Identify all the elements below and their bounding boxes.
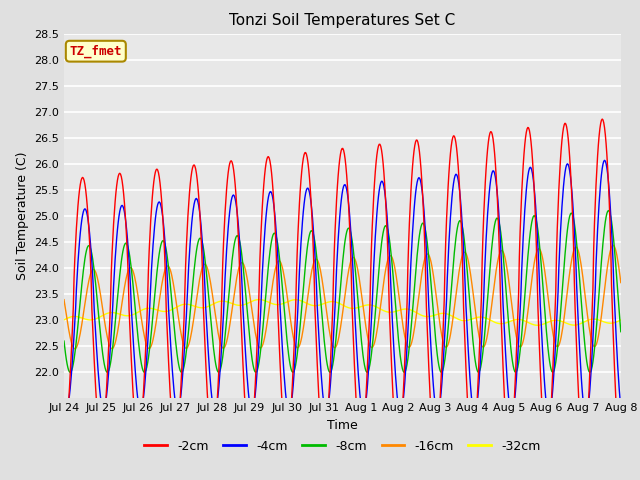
Title: Tonzi Soil Temperatures Set C: Tonzi Soil Temperatures Set C xyxy=(229,13,456,28)
Legend: -2cm, -4cm, -8cm, -16cm, -32cm: -2cm, -4cm, -8cm, -16cm, -32cm xyxy=(140,435,545,458)
Text: TZ_fmet: TZ_fmet xyxy=(70,45,122,58)
X-axis label: Time: Time xyxy=(327,419,358,432)
Y-axis label: Soil Temperature (C): Soil Temperature (C) xyxy=(16,152,29,280)
